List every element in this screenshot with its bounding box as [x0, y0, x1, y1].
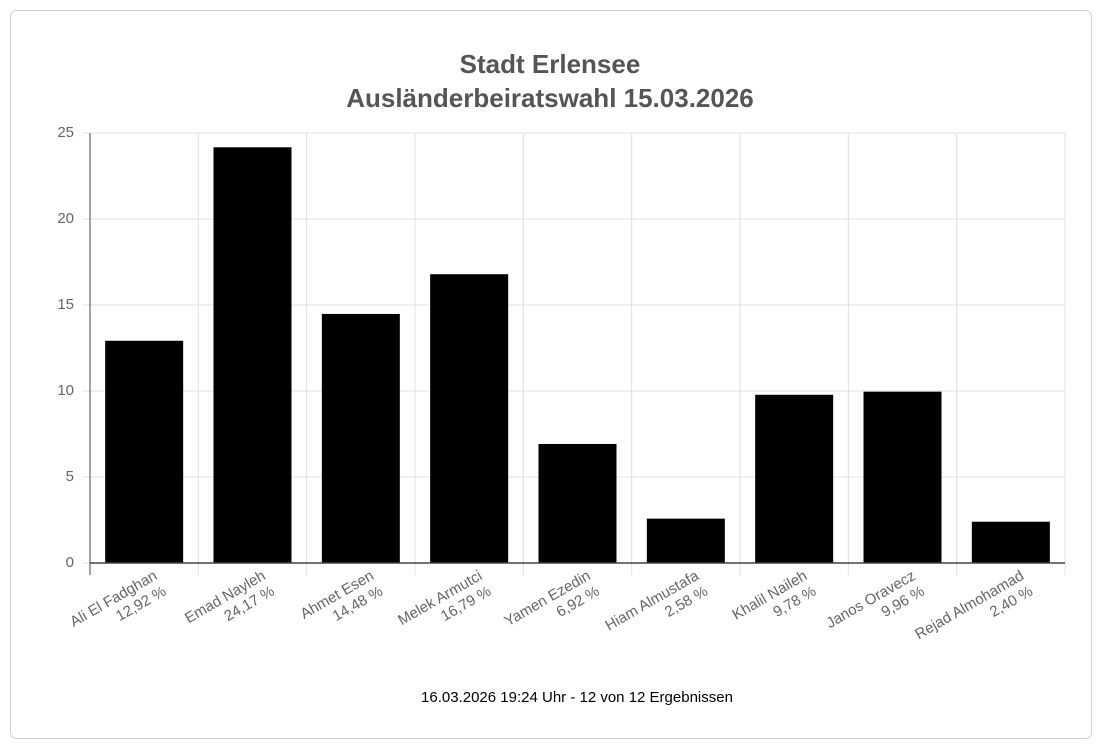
- y-tick-label: 10: [57, 382, 74, 399]
- bar: [321, 313, 400, 563]
- bar: [538, 443, 617, 563]
- bar: [213, 147, 292, 563]
- bar: [105, 340, 184, 563]
- y-tick-label: 15: [57, 296, 74, 313]
- bar: [755, 394, 834, 563]
- y-tick-label: 20: [57, 210, 74, 227]
- chart-subtitle: Ausländerbeiratswahl 15.03.2026: [346, 83, 754, 113]
- bar: [430, 274, 509, 563]
- bar: [971, 521, 1050, 563]
- bar: [646, 518, 725, 563]
- y-tick-label: 0: [66, 554, 74, 571]
- y-tick-label: 25: [57, 124, 74, 141]
- footnote: 16.03.2026 19:24 Uhr - 12 von 12 Ergebni…: [421, 689, 733, 706]
- bar: [863, 391, 942, 563]
- y-tick-label: 5: [66, 468, 74, 485]
- chart-title: Stadt Erlensee: [460, 49, 641, 79]
